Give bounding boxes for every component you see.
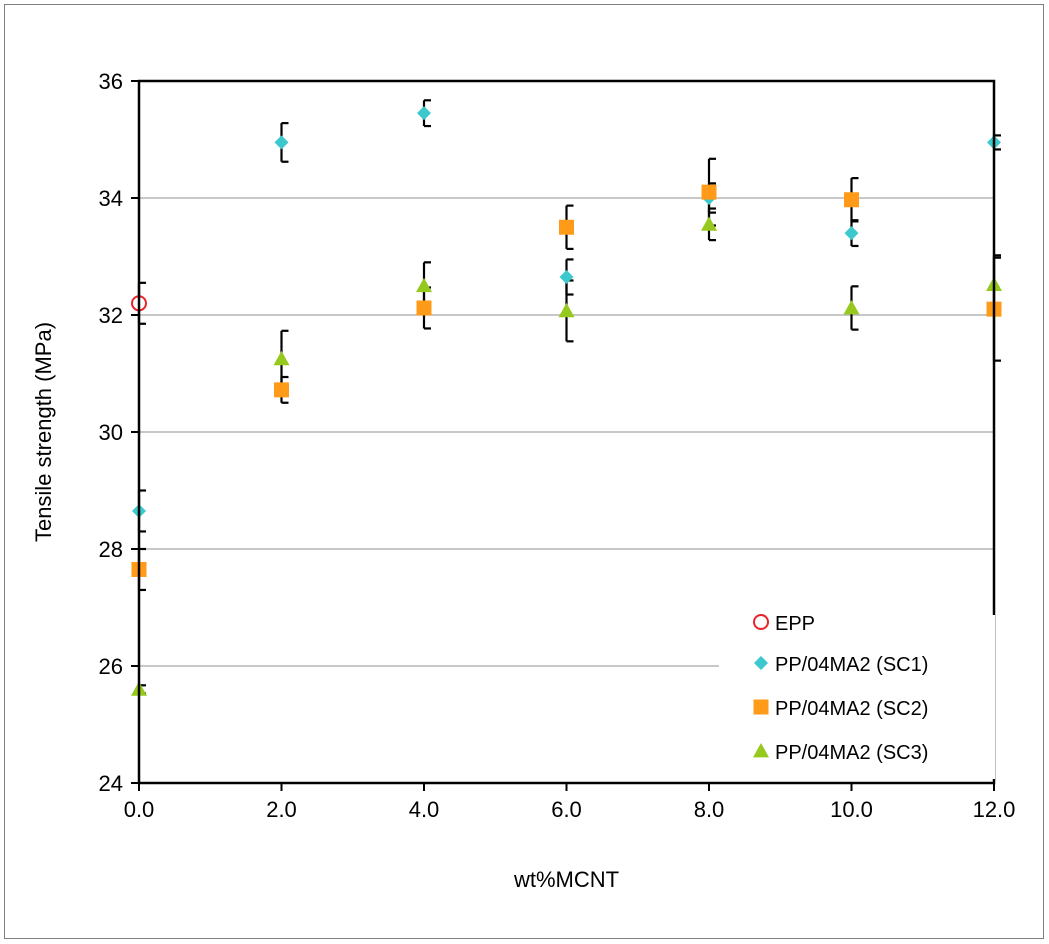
point-series-3 (274, 382, 289, 398)
point-series-2 (844, 226, 859, 241)
point-series-4 (701, 216, 717, 231)
y-tick-label: 30 (99, 420, 123, 445)
legend-label: PP/04MA2 (SC1) (775, 654, 928, 676)
point-series-3 (844, 192, 859, 208)
chart-frame: 24 26 28 30 32 34 36 0.0 2.0 4.0 6.0 8.0 10.0 12.0 EP… (4, 4, 1044, 939)
x-tick-label: 6.0 (551, 797, 582, 822)
x-tick-label: 10.0 (830, 797, 873, 822)
point-series-4 (416, 277, 432, 293)
point-series-4 (843, 299, 860, 315)
legend-label: PP/04MA2 (SC3) (775, 742, 928, 764)
point-series-2 (274, 135, 289, 150)
legend-marker (753, 614, 769, 630)
y-axis-label: Tensile strength (MPa) (31, 322, 56, 542)
y-tick-label: 24 (99, 771, 123, 796)
data-markers (131, 106, 1002, 696)
y-tick-label: 36 (99, 69, 123, 94)
point-series-3 (416, 300, 432, 316)
legend-marker (754, 656, 768, 670)
legend-label: PP/04MA2 (SC2) (775, 698, 928, 720)
y-tick-label: 34 (99, 186, 123, 211)
x-tick-label: 4.0 (409, 797, 440, 822)
legend: EPP PP/04MA2 (SC1) PP/04MA2 (SC2) PP/04MA2 … (719, 613, 995, 779)
point-series-3 (559, 219, 574, 235)
error-bars (137, 99, 1001, 695)
y-tick-label: 32 (99, 303, 123, 328)
point-series-4 (558, 302, 575, 318)
tensile-strength-chart: 24 26 28 30 32 34 36 0.0 2.0 4.0 6.0 8.0 10.0 12.0 EP… (31, 69, 1016, 892)
y-tick-label: 26 (99, 654, 123, 679)
point-series-2 (417, 106, 431, 121)
point-series-2 (559, 269, 574, 284)
x-tick-label: 12.0 (973, 797, 1016, 822)
x-axis-label: wt%MCNT (513, 867, 619, 892)
x-tick-label: 8.0 (694, 797, 725, 822)
point-series-3 (701, 184, 717, 200)
x-tick-label: 0.0 (124, 797, 155, 822)
legend-label: EPP (775, 613, 815, 635)
legend-marker (753, 699, 769, 715)
x-tick-label: 2.0 (266, 797, 297, 822)
legend-marker (753, 743, 769, 758)
point-series-4 (273, 350, 290, 366)
axis-ticks: 24 26 28 30 32 34 36 0.0 2.0 4.0 6.0 8.0 10.0 12.0 (99, 69, 1016, 822)
y-tick-label: 28 (99, 537, 123, 562)
